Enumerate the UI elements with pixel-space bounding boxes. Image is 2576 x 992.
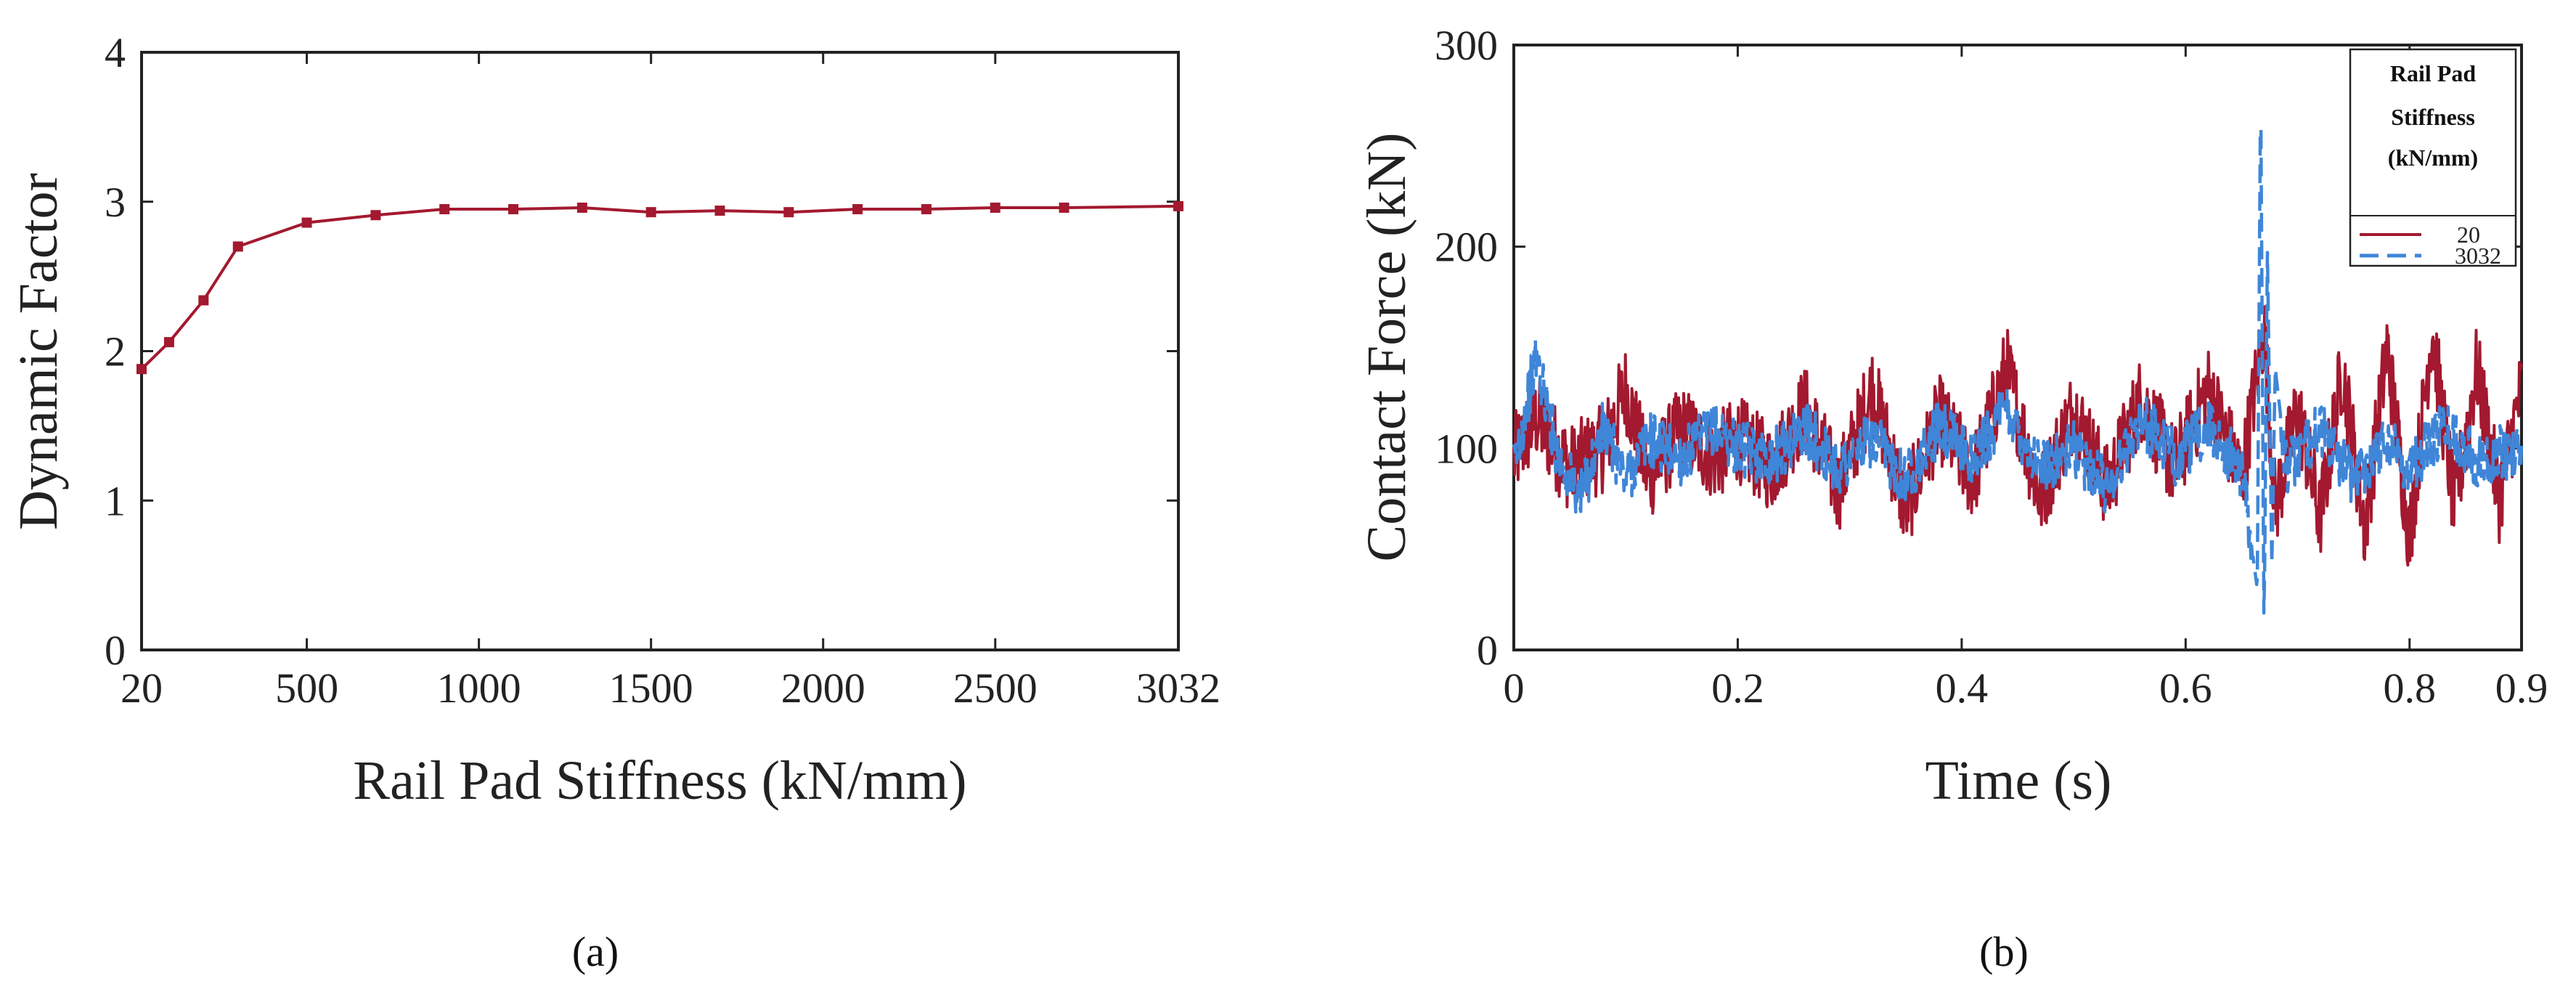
chart-a-point	[439, 204, 450, 215]
chart-a-point	[136, 364, 147, 375]
chart-b-xtick-label: 0.4	[1936, 664, 1989, 712]
chart-b-series-20	[1512, 305, 2523, 567]
chart-b-ytick-label: 200	[1435, 224, 1498, 271]
chart-a-caption: (a)	[572, 928, 619, 975]
chart-a-xtick-label: 2000	[781, 664, 865, 712]
legend-title-line-3: (kN/mm)	[2388, 145, 2478, 171]
chart-a-ytick-label: 4	[105, 29, 126, 76]
chart-b-ticks	[1512, 44, 2523, 651]
chart-b-legend: Rail Pad Stiffness (kN/mm) 20 3032	[2349, 48, 2517, 269]
legend-label-20: 20	[2457, 221, 2480, 248]
chart-a-xtick-label: 500	[275, 664, 338, 712]
chart-a-point	[508, 204, 519, 215]
chart-b-plot-frame	[1512, 44, 2523, 651]
chart-a-point	[921, 204, 932, 215]
legend-label-3032: 3032	[2455, 243, 2501, 269]
chart-b-xtick-label: 0.6	[2159, 664, 2212, 712]
chart-a-series-line	[140, 204, 1179, 370]
chart-b-ytick-label: 100	[1435, 425, 1498, 472]
chart-a-point	[783, 207, 794, 218]
chart-a-tick-labels: 20 500 1000 1500 2000 2500 3032 0 1 2 3 4	[105, 29, 1220, 712]
chart-b-ytick-label: 300	[1435, 22, 1498, 69]
chart-a-point	[232, 241, 243, 252]
legend-box	[2349, 48, 2517, 267]
chart-a-xtick-label: 1500	[609, 664, 693, 712]
legend-title-line-1: Rail Pad	[2390, 60, 2476, 86]
chart-a-point	[301, 217, 312, 228]
chart-a-xlabel: Rail Pad Stiffness (kN/mm)	[353, 750, 966, 811]
chart-a-point	[714, 206, 725, 216]
chart-a-marks	[136, 200, 1183, 375]
chart-a-ytick-label: 3	[105, 179, 126, 226]
chart-a-point	[163, 337, 174, 348]
chart-b: 0 0.2 0.4 0.6 0.8 0.9 0 100 200 300 Time (s) Cont…	[1356, 22, 2548, 975]
chart-a-point	[370, 210, 381, 221]
chart-a-point	[990, 202, 1000, 213]
chart-a-point	[576, 202, 587, 213]
chart-b-marks	[1512, 127, 2524, 615]
chart-b-ylabel: Contact Force (kN)	[1356, 133, 1417, 562]
chart-a-point	[1173, 200, 1183, 211]
chart-a-ticks	[140, 51, 1180, 651]
chart-a-ytick-label: 1	[105, 477, 126, 524]
chart-a-point	[645, 207, 656, 218]
chart-b-xtick-label: 0	[1504, 664, 1525, 712]
chart-a-point	[1059, 202, 1069, 213]
chart-a-point	[198, 295, 209, 306]
chart-b-xlabel: Time (s)	[1925, 750, 2112, 811]
chart-a-xtick-label: 3032	[1136, 664, 1220, 712]
chart-a-ytick-label: 2	[105, 328, 126, 375]
chart-b-xtick-label: 0.9	[2495, 664, 2548, 712]
chart-b-ytick-label: 0	[1477, 627, 1498, 674]
chart-a-ytick-label: 0	[105, 627, 126, 674]
chart-b-tick-labels: 0 0.2 0.4 0.6 0.8 0.9 0 100 200 300	[1435, 22, 2548, 712]
chart-a: 20 500 1000 1500 2000 2500 3032 0 1 2 3 4 Rail Pad …	[8, 29, 1220, 975]
legend-title-line-2: Stiffness	[2391, 104, 2475, 130]
chart-a-plot-frame	[140, 51, 1180, 651]
chart-a-ylabel: Dynamic Factor	[8, 173, 69, 530]
chart-a-xtick-label: 2500	[953, 664, 1038, 712]
chart-b-caption: (b)	[1979, 928, 2029, 975]
chart-b-xtick-label: 0.8	[2384, 664, 2437, 712]
chart-b-series-3032	[1512, 127, 2524, 615]
chart-a-xtick-label: 1000	[437, 664, 521, 712]
chart-a-point	[852, 204, 863, 215]
chart-a-xtick-label: 20	[121, 664, 163, 712]
chart-b-xtick-label: 0.2	[1711, 664, 1764, 712]
